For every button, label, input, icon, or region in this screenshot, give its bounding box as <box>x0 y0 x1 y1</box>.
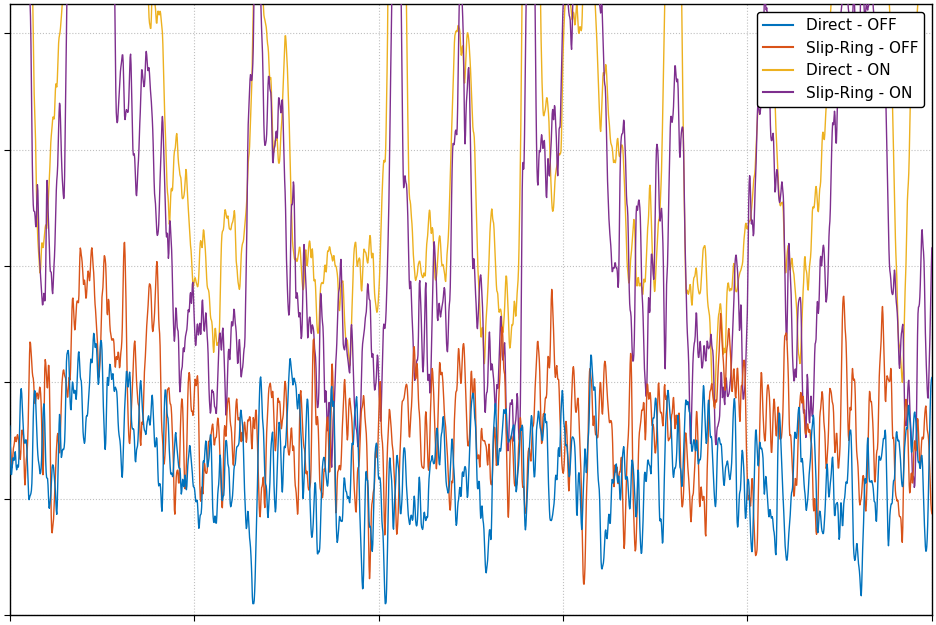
Slip-Ring - OFF <box>900 396 912 403</box>
Direct - ON <box>428 242 439 249</box>
Slip-Ring - OFF <box>4 441 15 448</box>
Slip-Ring - OFF <box>731 374 742 382</box>
Line: Slip-Ring - OFF: Slip-Ring - OFF <box>9 242 932 584</box>
Direct - ON <box>899 275 911 282</box>
Direct - ON <box>51 83 63 91</box>
Direct - ON <box>452 22 463 29</box>
Direct - OFF <box>51 511 63 518</box>
Slip-Ring - OFF <box>119 239 130 246</box>
Direct - OFF <box>900 427 912 434</box>
Direct - OFF <box>453 492 464 499</box>
Line: Direct - OFF: Direct - OFF <box>9 333 932 604</box>
Direct - OFF <box>731 501 742 509</box>
Direct - ON <box>731 288 742 296</box>
Slip-Ring - ON <box>909 484 920 491</box>
Direct - OFF <box>4 422 15 430</box>
Slip-Ring - OFF <box>429 402 440 409</box>
Direct - OFF <box>247 600 258 608</box>
Slip-Ring - ON <box>429 238 440 246</box>
Line: Direct - ON: Direct - ON <box>9 0 932 407</box>
Direct - OFF <box>429 458 440 466</box>
Direct - OFF <box>88 329 99 337</box>
Slip-Ring - OFF <box>927 510 936 518</box>
Slip-Ring - ON <box>51 171 63 178</box>
Slip-Ring - OFF <box>578 581 590 588</box>
Line: Slip-Ring - ON: Slip-Ring - ON <box>9 0 932 488</box>
Slip-Ring - OFF <box>51 440 63 448</box>
Legend: Direct - OFF, Slip-Ring - OFF, Direct - ON, Slip-Ring - ON: Direct - OFF, Slip-Ring - OFF, Direct - … <box>756 12 924 107</box>
Direct - OFF <box>927 374 936 381</box>
Slip-Ring - ON <box>899 421 911 429</box>
Slip-Ring - ON <box>731 251 742 259</box>
Direct - OFF <box>899 432 911 440</box>
Slip-Ring - OFF <box>453 345 464 352</box>
Slip-Ring - ON <box>927 244 936 252</box>
Slip-Ring - ON <box>899 418 911 425</box>
Direct - ON <box>899 288 911 296</box>
Direct - ON <box>709 403 720 411</box>
Slip-Ring - ON <box>453 41 464 48</box>
Slip-Ring - OFF <box>899 398 911 405</box>
